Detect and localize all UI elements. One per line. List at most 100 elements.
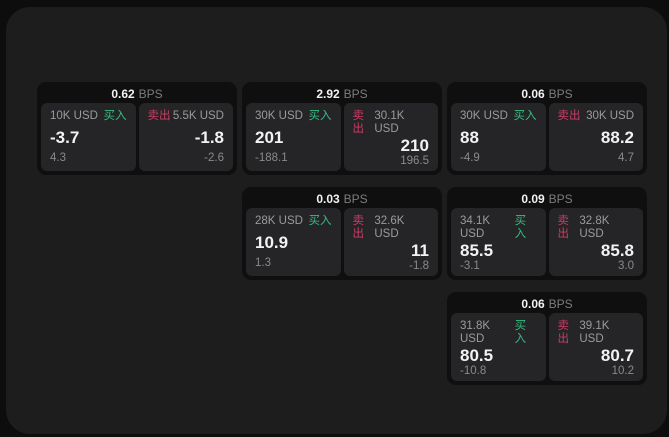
buy-tile-top: 31.8K USD 买入: [460, 320, 537, 346]
buy-side-label: 买入: [514, 215, 527, 240]
sell-delta: 4.7: [618, 152, 634, 164]
buy-tile-top: 30K USD 买入: [460, 110, 537, 123]
sell-delta: -1.8: [409, 260, 429, 272]
sell-tile[interactable]: 卖出 30K USD 88.2 4.7: [548, 103, 643, 171]
buy-tile-top: 10K USD 买入: [50, 110, 127, 123]
buy-amount: 31.8K USD: [460, 320, 491, 345]
sell-price: 80.7: [600, 346, 634, 365]
buy-tile[interactable]: 10K USD 买入 -3.7 4.3: [41, 103, 136, 171]
buy-price: 201: [255, 128, 284, 147]
bps-unit-label: BPS: [343, 87, 368, 101]
sell-amount: 30K USD: [586, 110, 634, 122]
sell-side-label: 卖出: [147, 110, 171, 122]
bps-header: 0.62 BPS: [41, 86, 233, 103]
buy-price: 88: [460, 128, 479, 147]
buy-tile[interactable]: 30K USD 买入 201 -188.1: [246, 103, 341, 171]
bps-header: 0.03 BPS: [246, 191, 438, 208]
bps-unit-label: BPS: [548, 87, 573, 101]
bps-value: 2.92: [316, 87, 340, 101]
buy-tile[interactable]: 31.8K USD 买入 80.5 -10.8: [451, 313, 546, 381]
sell-tile[interactable]: 卖出 5.5K USD -1.8 -2.6: [138, 103, 233, 171]
tiles-row: 10K USD 买入 -3.7 4.3 卖出 5.5K USD -1.8 -2.…: [41, 103, 233, 171]
buy-delta: -10.8: [460, 365, 487, 377]
buy-amount: 10K USD: [50, 110, 98, 122]
quote-card: 0.03 BPS 28K USD 买入 10.9 1.3 卖出 32.6K US…: [242, 187, 442, 280]
quote-card: 0.06 BPS 31.8K USD 买入 80.5 -10.8 卖出 39.1…: [447, 292, 647, 385]
sell-side-label: 卖出: [557, 320, 570, 345]
sell-amount: 32.6K USD: [374, 215, 405, 240]
buy-side-label: 买入: [514, 320, 527, 345]
bps-value: 0.09: [521, 192, 545, 206]
buy-delta: -4.9: [460, 152, 480, 164]
sell-delta: 10.2: [611, 365, 634, 377]
buy-side-label: 买入: [103, 110, 127, 122]
sell-amount: 30.1K USD: [374, 110, 405, 135]
sell-price: 11: [411, 241, 429, 260]
sell-side-label: 卖出: [557, 215, 570, 240]
quote-card: 0.62 BPS 10K USD 买入 -3.7 4.3 卖出 5.5K USD…: [37, 82, 237, 175]
sell-tile-top: 卖出 39.1K USD: [558, 320, 635, 346]
sell-delta: 3.0: [618, 260, 634, 272]
buy-amount: 28K USD: [255, 215, 303, 227]
sell-tile-top: 卖出 32.6K USD: [353, 215, 430, 241]
buy-amount: 34.1K USD: [460, 215, 491, 240]
buy-tile-top: 34.1K USD 买入: [460, 215, 537, 241]
sell-price: 88.2: [600, 128, 634, 147]
buy-delta: -188.1: [255, 152, 288, 164]
sell-tile[interactable]: 卖出 32.6K USD 11 -1.8: [343, 208, 438, 276]
tiles-row: 31.8K USD 买入 80.5 -10.8 卖出 39.1K USD 80.…: [451, 313, 643, 381]
app-surface: 0.62 BPS 10K USD 买入 -3.7 4.3 卖出 5.5K USD…: [6, 7, 667, 434]
bps-value: 0.06: [521, 87, 545, 101]
sell-price: 210: [400, 136, 429, 155]
buy-tile[interactable]: 34.1K USD 买入 85.5 -3.1: [451, 208, 546, 276]
bps-unit-label: BPS: [548, 192, 573, 206]
sell-price: -1.8: [194, 128, 224, 147]
sell-side-label: 卖出: [352, 110, 365, 135]
buy-amount: 30K USD: [255, 110, 303, 122]
quote-card: 2.92 BPS 30K USD 买入 201 -188.1 卖出 30.1K …: [242, 82, 442, 175]
buy-price: 80.5: [460, 346, 494, 365]
sell-side-label: 卖出: [557, 110, 581, 122]
quote-card: 0.06 BPS 30K USD 买入 88 -4.9 卖出 30K USD 8…: [447, 82, 647, 175]
buy-tile-top: 28K USD 买入: [255, 215, 332, 228]
quote-cards-grid: 0.62 BPS 10K USD 买入 -3.7 4.3 卖出 5.5K USD…: [37, 82, 647, 385]
buy-side-label: 买入: [308, 215, 332, 227]
sell-tile-top: 卖出 32.8K USD: [558, 215, 635, 241]
sell-amount: 32.8K USD: [579, 215, 610, 240]
buy-price: -3.7: [50, 128, 80, 147]
sell-tile[interactable]: 卖出 39.1K USD 80.7 10.2: [548, 313, 643, 381]
tiles-row: 30K USD 买入 201 -188.1 卖出 30.1K USD 210 1…: [246, 103, 438, 171]
bps-header: 0.06 BPS: [451, 86, 643, 103]
bps-unit-label: BPS: [343, 192, 368, 206]
bps-header: 0.09 BPS: [451, 191, 643, 208]
bps-header: 2.92 BPS: [246, 86, 438, 103]
buy-price: 10.9: [255, 233, 289, 252]
buy-delta: 1.3: [255, 257, 271, 269]
bps-value: 0.06: [521, 297, 545, 311]
quote-card: 0.09 BPS 34.1K USD 买入 85.5 -3.1 卖出 32.8K…: [447, 187, 647, 280]
sell-tile[interactable]: 卖出 32.8K USD 85.8 3.0: [548, 208, 643, 276]
sell-tile-top: 卖出 30K USD: [558, 110, 635, 123]
sell-tile-top: 卖出 5.5K USD: [148, 110, 225, 123]
sell-price: 85.8: [600, 241, 634, 260]
sell-amount: 39.1K USD: [579, 320, 610, 345]
bps-value: 0.03: [316, 192, 340, 206]
buy-tile[interactable]: 30K USD 买入 88 -4.9: [451, 103, 546, 171]
bps-unit-label: BPS: [138, 87, 163, 101]
buy-tile[interactable]: 28K USD 买入 10.9 1.3: [246, 208, 341, 276]
tiles-row: 28K USD 买入 10.9 1.3 卖出 32.6K USD 11 -1.8: [246, 208, 438, 276]
buy-tile-top: 30K USD 买入: [255, 110, 332, 123]
bps-header: 0.06 BPS: [451, 296, 643, 313]
bps-unit-label: BPS: [548, 297, 573, 311]
buy-side-label: 买入: [308, 110, 332, 122]
buy-delta: 4.3: [50, 152, 66, 164]
sell-tile[interactable]: 卖出 30.1K USD 210 196.5: [343, 103, 438, 171]
sell-delta: -2.6: [204, 152, 224, 164]
buy-amount: 30K USD: [460, 110, 508, 122]
sell-delta: 196.5: [400, 155, 429, 167]
sell-side-label: 卖出: [352, 215, 365, 240]
bps-value: 0.62: [111, 87, 135, 101]
tiles-row: 30K USD 买入 88 -4.9 卖出 30K USD 88.2 4.7: [451, 103, 643, 171]
tiles-row: 34.1K USD 买入 85.5 -3.1 卖出 32.8K USD 85.8…: [451, 208, 643, 276]
buy-delta: -3.1: [460, 260, 480, 272]
